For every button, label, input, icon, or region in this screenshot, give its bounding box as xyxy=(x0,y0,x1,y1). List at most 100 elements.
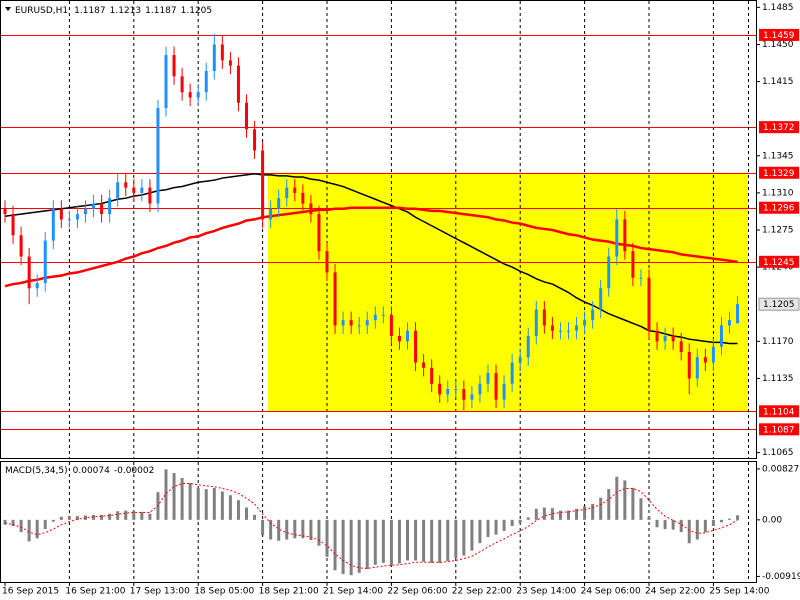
candle-body xyxy=(309,203,313,215)
macd-bar xyxy=(736,515,740,520)
macd-bar xyxy=(728,518,731,520)
marks-layer xyxy=(1,33,756,576)
macd-bar xyxy=(317,519,321,546)
candle-body xyxy=(719,325,723,347)
candle-body xyxy=(35,283,39,289)
candle-body xyxy=(100,203,104,215)
x-tick-label: 24 Sep 06:00 xyxy=(581,587,641,597)
macd-bar xyxy=(35,519,39,539)
x-tick-label: 25 Sep 14:00 xyxy=(709,587,769,597)
y-tick-label: 1.1415 xyxy=(762,77,794,87)
macd-bar xyxy=(92,514,96,520)
macd-bar xyxy=(510,519,514,526)
candle-body xyxy=(728,320,731,326)
candle-body xyxy=(148,187,152,204)
candle-body xyxy=(599,288,603,310)
level-label: 1.1245 xyxy=(763,258,795,268)
price-panel-border xyxy=(0,0,757,459)
macd-bar xyxy=(687,519,691,544)
macd-bar xyxy=(108,513,112,520)
macd-bar xyxy=(253,514,257,520)
macd-bar xyxy=(462,519,466,556)
candle-body xyxy=(188,92,192,98)
candle-body xyxy=(245,102,248,130)
candle-body xyxy=(647,277,651,331)
x-tick-label: 16 Sep 21:00 xyxy=(65,587,125,597)
last-open: 1.1187 xyxy=(74,6,106,16)
candle-body xyxy=(108,198,112,215)
macd-bar xyxy=(349,519,353,576)
y-tick-label: 1.1450 xyxy=(762,40,794,50)
symbol: EURUSD,H1 xyxy=(15,6,68,16)
macd-bar xyxy=(188,482,192,520)
current-price-box xyxy=(758,297,800,311)
menu-triangle[interactable] xyxy=(5,7,11,11)
candle-body xyxy=(430,367,434,384)
candle-body xyxy=(615,219,619,257)
y-tick-label: 1.1065 xyxy=(762,448,794,458)
candle-body xyxy=(518,357,522,363)
candle-body xyxy=(261,150,265,220)
macd-name: MACD(5,34,5) xyxy=(5,466,68,476)
candle-body xyxy=(534,309,538,337)
macd-bar xyxy=(333,519,337,571)
candle-body xyxy=(293,187,297,193)
macd-bar xyxy=(615,476,619,520)
candle-body xyxy=(317,214,321,252)
y-tick-label: 1.1275 xyxy=(762,226,794,236)
macd-bar xyxy=(438,519,442,563)
moving-average xyxy=(4,173,738,345)
highlight-box xyxy=(268,172,748,412)
x-tick-label: 22 Sep 22:00 xyxy=(452,587,512,597)
candle-body xyxy=(285,187,289,199)
candle-body xyxy=(220,44,224,61)
candle-body xyxy=(438,383,442,395)
candle-body xyxy=(462,389,466,400)
macd-bar xyxy=(679,519,683,533)
candle-body xyxy=(124,182,128,188)
candle-body xyxy=(406,330,409,342)
level-box xyxy=(759,201,799,214)
macd-bar xyxy=(245,507,248,520)
macd-bar xyxy=(228,495,232,520)
candle-body xyxy=(3,208,7,215)
x-tick-label: 23 Sep 14:00 xyxy=(516,587,576,597)
macd-panel-border xyxy=(0,461,757,583)
last-low: 1.1187 xyxy=(145,6,177,16)
macd-bar xyxy=(518,519,522,523)
candle-body xyxy=(67,219,71,221)
candle-body xyxy=(679,341,683,352)
x-tick-label: 18 Sep 21:00 xyxy=(259,587,319,597)
macd-bar xyxy=(365,519,369,570)
candle-body xyxy=(655,330,659,342)
axis-layer: 16 Sep 2015 16 Sep 21:00 17 Sep 13:00 18 Se… xyxy=(2,3,800,597)
candle-body xyxy=(389,314,393,337)
candle-body xyxy=(558,330,562,332)
level-label: 1.1296 xyxy=(763,204,795,214)
candle-body xyxy=(51,208,55,241)
macd-bar xyxy=(277,519,281,541)
candle-body xyxy=(212,44,216,71)
y-tick-label: 1.1310 xyxy=(762,188,794,198)
level-box xyxy=(759,405,799,418)
macd-bar xyxy=(591,503,595,520)
macd-bar xyxy=(67,516,71,520)
candle-body xyxy=(253,129,257,151)
y-tick-label: 0.00827 xyxy=(762,464,799,474)
level-box xyxy=(759,166,799,179)
macd-bar xyxy=(406,519,409,561)
candle-body xyxy=(736,304,740,324)
macd-bar xyxy=(486,519,490,538)
y-tick-label: 1.1170 xyxy=(762,337,794,347)
macd-bar xyxy=(285,519,289,540)
candle-body xyxy=(575,325,579,331)
candle-body xyxy=(711,346,715,363)
macd-bar xyxy=(478,519,482,544)
macd-bar xyxy=(100,514,104,520)
macd-bar xyxy=(671,519,675,530)
last-close: 1.1205 xyxy=(181,6,213,16)
candle-body xyxy=(607,256,611,289)
candle-body xyxy=(75,214,79,220)
macd-bar xyxy=(550,508,554,520)
